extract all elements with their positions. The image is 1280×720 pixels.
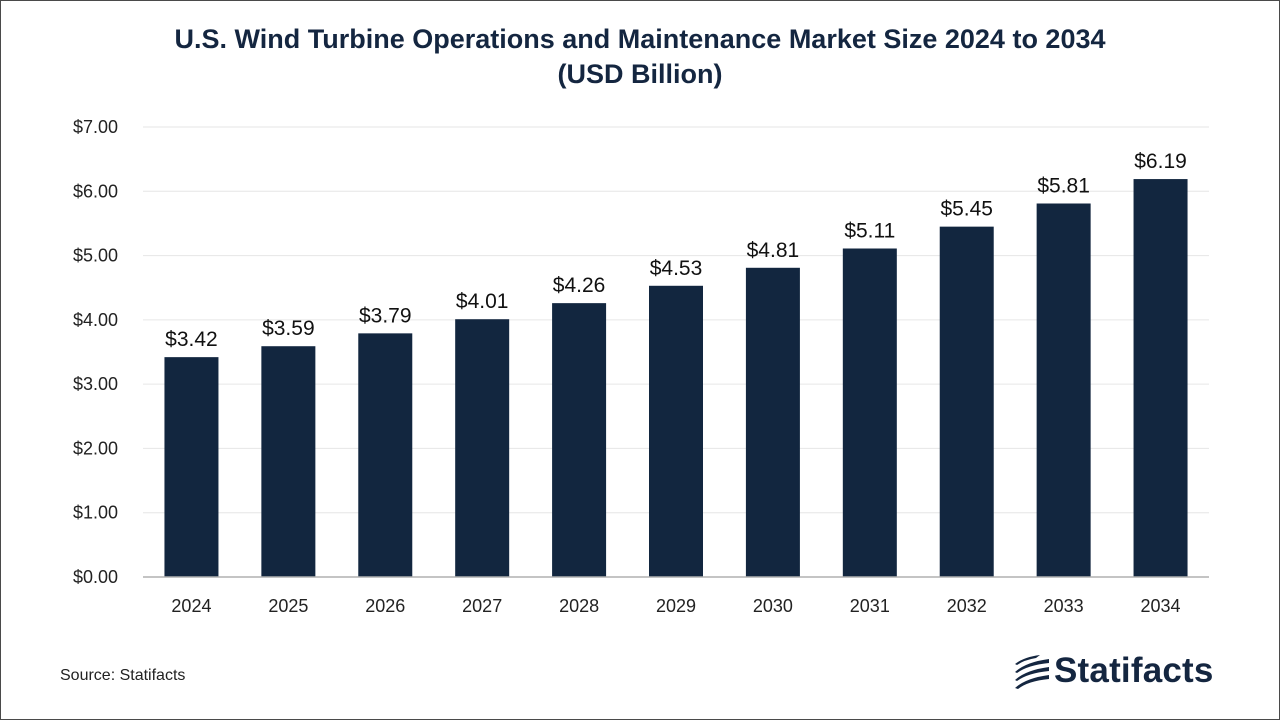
y-tick-label: $4.00: [73, 310, 118, 330]
x-tick-label: 2033: [1044, 596, 1084, 616]
source-note: Source: Statifacts: [60, 667, 186, 684]
x-tick-label: 2031: [850, 596, 890, 616]
data-label: $6.19: [1134, 150, 1187, 173]
y-tick-label: $5.00: [73, 246, 118, 266]
x-tick-label: 2028: [559, 596, 599, 616]
statifacts-logo: Statifacts: [1012, 650, 1217, 694]
y-tick-label: $3.00: [73, 374, 118, 394]
x-tick-label: 2029: [656, 596, 696, 616]
data-label: $4.53: [650, 257, 703, 280]
y-tick-label: $7.00: [73, 117, 118, 137]
bar: [745, 267, 800, 577]
data-label: $3.42: [165, 328, 218, 351]
x-tick-label: 2025: [268, 596, 308, 616]
data-label: $4.81: [747, 239, 800, 262]
bar: [358, 333, 413, 577]
x-tick-label: 2030: [753, 596, 793, 616]
chart-title-line-2: (USD Billion): [557, 59, 723, 89]
x-tick-label: 2024: [171, 596, 211, 616]
statifacts-logo-text: Statifacts: [1054, 651, 1214, 690]
bar: [164, 357, 219, 577]
x-tick-label: 2034: [1141, 596, 1181, 616]
chart-title-line-1: U.S. Wind Turbine Operations and Mainten…: [174, 24, 1106, 54]
data-label: $4.26: [553, 274, 606, 297]
y-tick-label: $0.00: [73, 567, 118, 587]
y-tick-label: $1.00: [73, 503, 118, 523]
data-label: $3.79: [359, 304, 412, 327]
data-label: $5.45: [940, 198, 993, 221]
bar: [939, 226, 994, 577]
bar: [552, 303, 607, 577]
x-tick-label: 2027: [462, 596, 502, 616]
bar: [1036, 203, 1091, 577]
data-label: $4.01: [456, 290, 509, 313]
chart-title: U.S. Wind Turbine Operations and Mainten…: [0, 22, 1280, 92]
x-tick-label: 2032: [947, 596, 987, 616]
bar: [842, 248, 897, 577]
bar: [1133, 179, 1188, 578]
x-tick-label: 2026: [365, 596, 405, 616]
y-tick-label: $2.00: [73, 438, 118, 458]
y-tick-label: $6.00: [73, 181, 118, 201]
statifacts-logo-icon: [1015, 655, 1049, 689]
data-label: $5.11: [844, 220, 895, 243]
bar: [455, 319, 510, 577]
data-label: $3.59: [262, 317, 315, 340]
bar: [649, 285, 703, 577]
bar: [261, 346, 316, 577]
data-label: $5.81: [1037, 175, 1090, 198]
